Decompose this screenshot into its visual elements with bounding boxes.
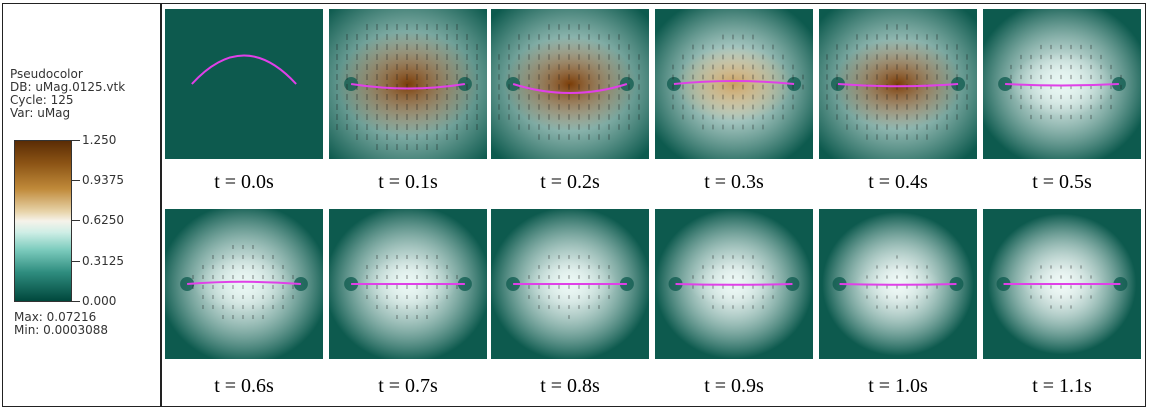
time-label: t = 0.3s	[655, 165, 813, 199]
quiver-field	[1030, 265, 1092, 309]
legend-var: Var: uMag	[10, 106, 71, 120]
sim-frame-9	[655, 209, 813, 359]
colorbar-tick	[72, 261, 80, 262]
quiver-field	[1010, 44, 1122, 120]
time-label: t = 1.0s	[819, 369, 977, 403]
velocity-field	[491, 209, 649, 359]
velocity-field	[983, 209, 1141, 359]
quiver-field	[692, 255, 774, 309]
velocity-field	[491, 9, 649, 159]
filament-curve	[839, 283, 957, 286]
legend-max: Max: 0.07216	[14, 310, 97, 324]
velocity-field	[655, 9, 813, 159]
quiver-field	[528, 255, 610, 319]
legend-min: Min: 0.0003088	[14, 323, 109, 337]
filament-curve	[673, 80, 795, 85]
velocity-field	[819, 9, 977, 159]
quiver-field	[498, 24, 640, 140]
legend-cycle: Cycle: 125	[10, 93, 74, 107]
legend: Pseudocolor DB: uMag.0125.vtk Cycle: 125…	[10, 68, 160, 120]
tip-vortex	[344, 77, 359, 91]
velocity-field	[329, 9, 487, 159]
time-label: t = 0.5s	[983, 165, 1141, 199]
sim-frame-6	[165, 209, 323, 359]
colorbar-tick-label: 0.9375	[82, 173, 124, 187]
filament-curve	[350, 83, 466, 90]
sim-frame-4	[819, 9, 977, 159]
colorbar-tick-label: 0.6250	[82, 213, 124, 227]
sim-frame-3	[655, 9, 813, 159]
tip-vortex	[506, 277, 521, 291]
legend-db: DB: uMag.0125.vtk	[10, 80, 126, 94]
sim-frame-8	[491, 209, 649, 359]
field-background	[165, 9, 323, 159]
sim-frame-10	[819, 209, 977, 359]
quiver-field	[192, 244, 294, 320]
time-label: t = 0.0s	[165, 165, 323, 199]
sim-frame-0	[165, 9, 323, 159]
velocity-field	[165, 209, 323, 359]
tip-vortex	[785, 277, 800, 291]
filament-curve	[191, 54, 297, 85]
colorbar-tick-label: 1.250	[82, 133, 117, 147]
tip-vortex	[996, 277, 1011, 291]
quiver-field	[866, 255, 938, 309]
legend-divider	[160, 3, 162, 407]
colorbar-tick	[72, 301, 80, 302]
sim-frame-11	[983, 209, 1141, 359]
tip-vortex	[506, 77, 521, 91]
tip-vortex	[949, 277, 964, 291]
filament-curve	[675, 283, 793, 286]
velocity-field	[165, 9, 323, 159]
quiver-field	[672, 34, 804, 130]
tip-vortex	[832, 277, 847, 291]
colorbar-tick-label: 0.000	[82, 294, 117, 308]
velocity-lobe	[193, 255, 295, 313]
filament-curve	[512, 83, 628, 94]
colorbar	[14, 140, 72, 302]
time-label: t = 0.7s	[329, 369, 487, 403]
velocity-lobe	[336, 31, 480, 137]
sim-frame-1	[329, 9, 487, 159]
tip-vortex	[998, 77, 1013, 91]
time-label: t = 0.2s	[491, 165, 649, 199]
tip-vortex	[344, 277, 359, 291]
colorbar-tick	[72, 140, 80, 141]
velocity-field	[655, 209, 813, 359]
velocity-field	[819, 209, 977, 359]
time-label: t = 0.6s	[165, 369, 323, 403]
time-label: t = 0.1s	[329, 165, 487, 199]
filament-curve	[1005, 83, 1119, 87]
colorbar-tick	[72, 180, 80, 181]
time-label: t = 1.1s	[983, 369, 1141, 403]
quiver-field	[826, 24, 968, 140]
time-label: t = 0.8s	[491, 369, 649, 403]
filament-curve	[187, 280, 301, 285]
time-label: t = 0.9s	[655, 369, 813, 403]
colorbar-tick-label: 0.3125	[82, 254, 124, 268]
velocity-field	[983, 9, 1141, 159]
sim-frame-2	[491, 9, 649, 159]
velocity-field	[329, 209, 487, 359]
sim-frame-7	[329, 209, 487, 359]
velocity-lobe	[833, 39, 963, 129]
tip-vortex	[668, 277, 683, 291]
quiver-field	[366, 255, 458, 319]
sim-frame-5	[983, 9, 1141, 159]
velocity-lobe	[1008, 52, 1116, 116]
time-label: t = 0.4s	[819, 165, 977, 199]
legend-title: Pseudocolor	[10, 67, 83, 81]
velocity-lobe	[503, 37, 637, 131]
tip-vortex	[180, 277, 195, 291]
colorbar-tick	[72, 220, 80, 221]
filament-curve	[837, 83, 959, 88]
legend-stats: Max: 0.07216 Min: 0.0003088	[14, 311, 108, 337]
